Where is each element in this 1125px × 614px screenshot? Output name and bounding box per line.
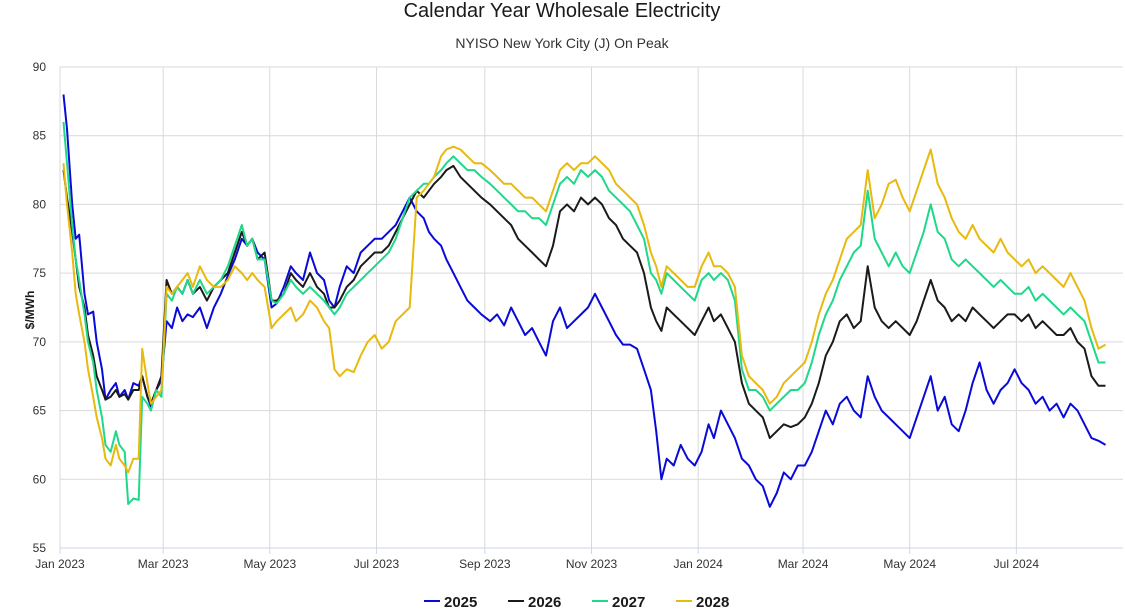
legend-label-2026[interactable]: 2026	[528, 594, 561, 611]
y-tick-label: 60	[33, 472, 47, 486]
x-tick-label: Mar 2024	[778, 557, 829, 571]
series-line-2028	[62, 145, 1107, 474]
chart-title: Calendar Year Wholesale Electricity	[404, 0, 721, 22]
x-tick-label: Jul 2023	[354, 557, 400, 571]
y-axis-label: $/MWh	[23, 291, 37, 330]
x-tick-label: May 2023	[243, 557, 296, 571]
legend: 2025 2026 2027 2028	[424, 594, 729, 611]
y-axis-ticks: 55 60 65 70 75 80 85 90	[33, 60, 47, 555]
y-tick-label: 85	[33, 129, 47, 143]
x-tick-label: Jan 2024	[673, 557, 723, 571]
x-tick-label: Jul 2024	[994, 557, 1040, 571]
y-tick-label: 90	[33, 60, 47, 74]
x-tick-label: Nov 2023	[566, 557, 618, 571]
x-tick-label: May 2024	[883, 557, 936, 571]
series-line-2025	[62, 94, 1107, 508]
series-line-2027	[62, 121, 1106, 505]
chart-subtitle: NYISO New York City (J) On Peak	[455, 35, 669, 51]
series-layer	[62, 94, 1107, 508]
y-tick-label: 75	[33, 266, 47, 280]
legend-label-2027[interactable]: 2027	[612, 594, 645, 611]
x-gridlines	[59, 67, 1017, 548]
y-tick-label: 65	[33, 404, 47, 418]
series-line-2026	[62, 164, 1106, 440]
y-tick-label: 70	[33, 335, 47, 349]
legend-label-2028[interactable]: 2028	[696, 594, 729, 611]
y-tick-label: 55	[33, 541, 47, 555]
y-tick-label: 80	[33, 197, 47, 211]
x-tick-label: Jan 2023	[35, 557, 85, 571]
x-tick-label: Sep 2023	[459, 557, 511, 571]
x-tick-label: Mar 2023	[138, 557, 189, 571]
legend-label-2025[interactable]: 2025	[444, 594, 477, 611]
x-axis-ticks: Jan 2023 Mar 2023 May 2023 Jul 2023 Sep 2023…	[35, 547, 1123, 571]
